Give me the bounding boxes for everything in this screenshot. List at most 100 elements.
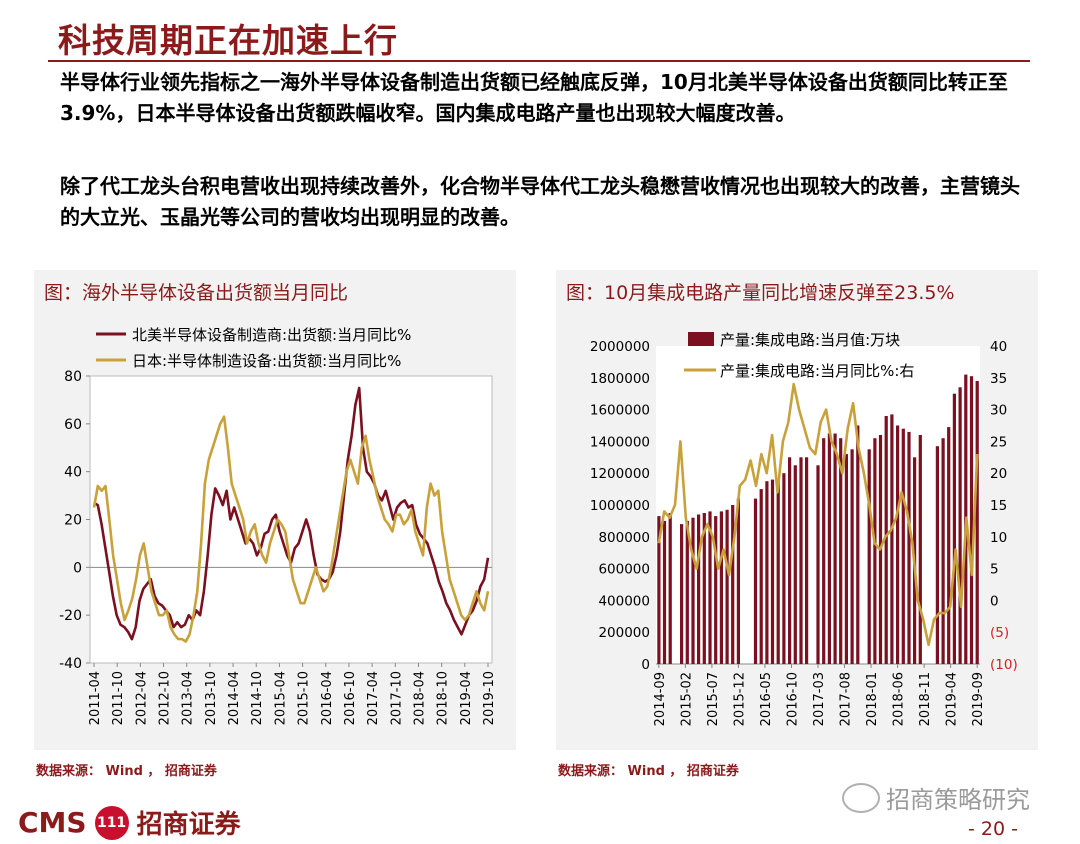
y-left-tick-label: 2000000 <box>590 339 650 355</box>
x-tick-label: 2014-10 <box>250 671 265 725</box>
bar <box>947 427 951 664</box>
x-tick-label: 2014-04 <box>227 671 242 725</box>
bar <box>839 438 843 664</box>
y-tick-label: -20 <box>59 608 82 624</box>
bar <box>702 513 706 664</box>
y-left-tick-label: 800000 <box>598 530 650 546</box>
x-tick-label: 2016-05 <box>759 672 774 726</box>
chart-panel-right: 图：10月集成电路产量同比增速反弹至23.5% 0 200000 400000 600… <box>556 270 1038 750</box>
y-right-tick-label: 20 <box>990 466 1007 482</box>
bar <box>884 416 888 664</box>
bar <box>697 514 701 664</box>
bar <box>822 438 826 664</box>
bar <box>850 449 854 664</box>
y-right-tick-label: 30 <box>990 403 1007 419</box>
y-right-tick-label: 10 <box>990 530 1007 546</box>
y-right-tick-label: 40 <box>990 339 1007 355</box>
bar <box>793 465 797 665</box>
y-tick-label: 40 <box>64 465 82 481</box>
x-tick-label: 2017-04 <box>366 671 381 725</box>
x-tick-label: 2013-04 <box>181 671 196 725</box>
bar <box>941 438 945 664</box>
y-left-tick-label: 200000 <box>598 625 650 641</box>
legend-label-line: 产量:集成电路:当月同比%:右 <box>720 362 914 380</box>
y-right-tick-label: 25 <box>990 434 1007 450</box>
series-line-yoy <box>657 382 979 647</box>
x-tick-label: 2011-04 <box>88 671 103 725</box>
y-right-tick-label: (10) <box>990 657 1018 673</box>
logo-cn: 招商证券 <box>136 810 241 840</box>
x-tick-label: 2018-01 <box>865 672 880 726</box>
plot-area <box>89 375 493 664</box>
bar-line-chart-svg: 0 200000 400000 600000 800000 1000000 1200000 1… <box>590 331 1018 726</box>
bar <box>833 433 837 664</box>
x-tick-label: 2017-08 <box>839 672 854 726</box>
x-tick-label: 2019-04 <box>459 671 474 725</box>
chart-title-left: 图：海外半导体设备出货额当月同比 <box>44 282 349 304</box>
x-tick-label: 2017-03 <box>812 672 827 726</box>
legend-label-1: 日本:半导体制造设备:出货额:当月同比% <box>132 352 401 370</box>
y-right-tick-label: (5) <box>990 625 1009 641</box>
x-tick-label: 2019-10 <box>482 671 497 725</box>
x-tick-label: 2016-10 <box>785 672 800 726</box>
x-tick-label: 2012-04 <box>134 671 149 725</box>
source-left: 数据来源： Wind ， 招商证券 <box>36 764 217 779</box>
bar <box>805 457 809 664</box>
y-right-tick-label: 35 <box>990 371 1007 387</box>
bar <box>907 431 911 664</box>
paragraph-2: 除了代工龙头台积电营收出现持续改善外，化合物半导体代工龙头稳懋营收情况也出现较大… <box>60 174 1020 229</box>
y-tick-label: -40 <box>59 656 82 672</box>
x-tick-label: 2019-09 <box>971 672 986 726</box>
page-number: - 20 - <box>968 818 1018 840</box>
bar <box>867 449 871 664</box>
y-left-tick-label: 400000 <box>598 593 650 609</box>
y-tick-label: 80 <box>64 369 82 385</box>
bar <box>952 393 956 664</box>
x-tick-label: 2016-04 <box>320 671 335 725</box>
bar <box>725 509 729 664</box>
bar <box>731 505 735 664</box>
y-right-tick-label: 15 <box>990 498 1007 514</box>
legend-label-0: 北美半导体设备制造商:出货额:当月同比% <box>132 326 411 344</box>
watermark-text: 招商策略研究 <box>886 786 1030 814</box>
x-tick-label: 2018-06 <box>892 672 907 726</box>
y-left-tick-label: 1200000 <box>590 466 650 482</box>
legend-swatch-bar <box>688 332 714 346</box>
y-right-tick-label: 5 <box>990 562 999 578</box>
x-tick-label: 2012-10 <box>158 671 173 725</box>
bar <box>975 381 979 664</box>
title-divider <box>48 60 1030 62</box>
logo-text: CMS <box>18 806 87 839</box>
bar <box>714 516 718 664</box>
y-left-tick-label: 1000000 <box>590 498 650 514</box>
paragraph-1: 半导体行业领先指标之一海外半导体设备制造出货额已经触底反弹，10月北美半导体设备… <box>60 70 1008 125</box>
bar <box>856 425 860 664</box>
bar <box>918 435 922 664</box>
y-left-tick-label: 0 <box>641 657 650 673</box>
bar <box>759 489 763 664</box>
bar <box>668 513 672 664</box>
bar <box>719 511 723 664</box>
bar <box>844 454 848 664</box>
bar <box>776 481 780 664</box>
chart-title-right: 图：10月集成电路产量同比增速反弹至23.5% <box>566 282 955 304</box>
bar <box>935 446 939 664</box>
x-tick-label: 2011-10 <box>111 671 126 725</box>
x-tick-label: 2014-09 <box>653 672 668 726</box>
x-tick-label: 2015-12 <box>732 672 747 726</box>
footer-logo: CMS 111 招商证券 <box>18 804 241 841</box>
y-right-tick-label: 0 <box>990 593 999 609</box>
logo-mark-icon: 111 <box>94 805 129 840</box>
wechat-icon <box>842 782 880 813</box>
series-line-1 <box>92 415 490 643</box>
watermark: 招商策略研究 <box>842 780 1030 815</box>
bar <box>708 511 712 664</box>
bar <box>873 438 877 664</box>
bar <box>788 457 792 664</box>
bar <box>816 465 820 665</box>
x-tick-label: 2015-07 <box>706 672 721 726</box>
bar <box>685 520 689 664</box>
y-left-tick-label: 600000 <box>598 562 650 578</box>
bar <box>890 414 894 664</box>
y-left-tick-label: 1400000 <box>590 434 650 450</box>
